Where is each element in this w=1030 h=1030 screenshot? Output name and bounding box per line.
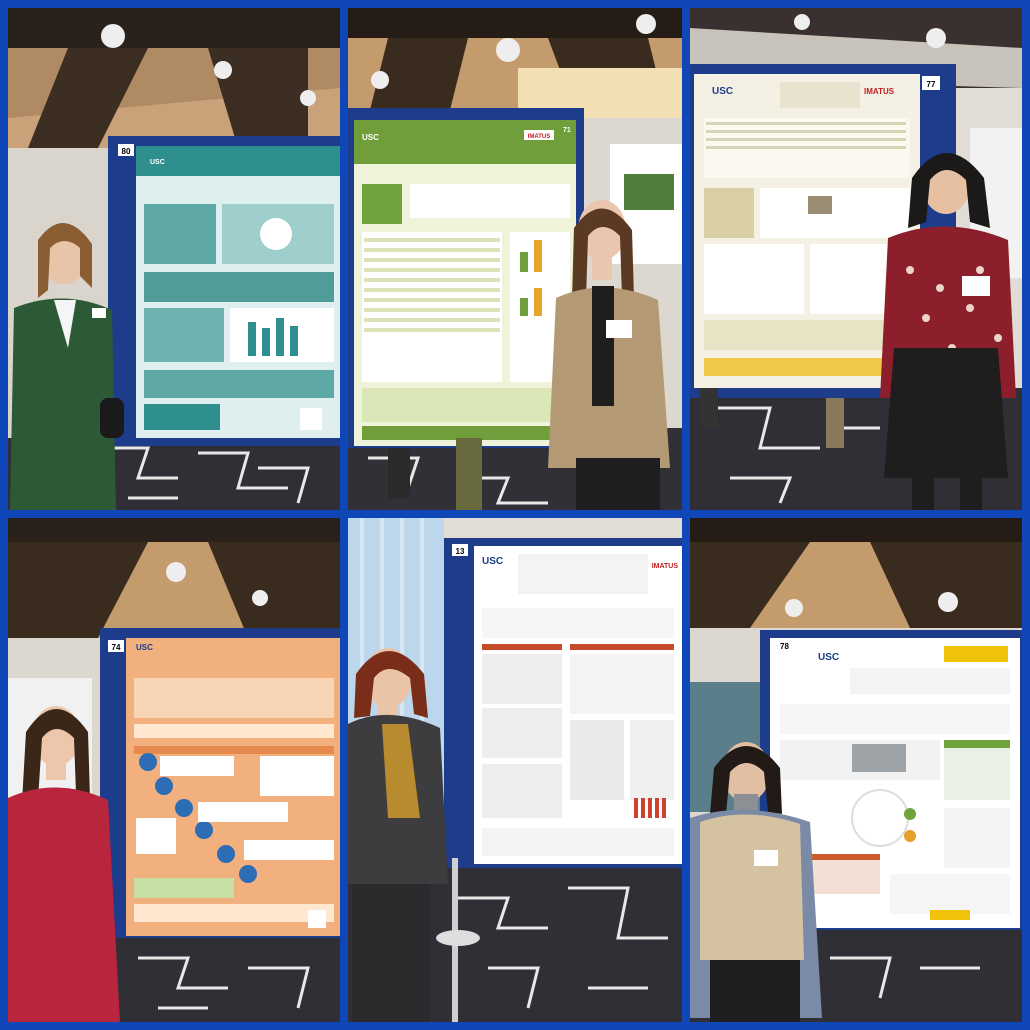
photo-panel-poster-13: 13 USC IMATUS: [348, 518, 682, 1022]
ceiling-light: [101, 24, 125, 48]
partner-logo: IMATUS: [652, 563, 679, 570]
poster-number: 78: [780, 642, 789, 651]
poster-number: 13: [456, 547, 465, 556]
presenter-jacket: [10, 298, 116, 510]
poster-number: 71: [563, 127, 571, 134]
presenter-vest: [700, 814, 804, 960]
poster-logo: USC: [818, 652, 839, 663]
presenter-dress: [8, 787, 120, 1022]
partner-logo: IMATUS: [528, 134, 551, 140]
photo-panel-poster-71: USC 71 IMATUS: [348, 8, 682, 510]
poster-number: 74: [112, 643, 121, 652]
photo-panel-poster-80: 80 USC: [8, 8, 340, 510]
photo-poster-71-scene: USC 71 IMATUS: [348, 8, 682, 510]
poster-logo: USC: [712, 86, 733, 97]
photo-panel-poster-77: USC 77 IMATUS: [690, 8, 1022, 510]
poster-logo: USC: [482, 556, 503, 567]
photo-poster-74-scene: 74 USC: [8, 518, 340, 1022]
poster-number: 77: [927, 80, 936, 89]
photo-poster-78-scene: 78 USC: [690, 518, 1022, 1022]
poster-logo: USC: [150, 159, 165, 166]
partner-logo: IMATUS: [864, 87, 895, 96]
photo-poster-13-scene: 13 USC IMATUS: [348, 518, 682, 1022]
poster-number: 80: [122, 147, 131, 156]
poster-logo: USC: [362, 133, 379, 142]
poster-logo: USC: [136, 643, 153, 652]
photo-poster-80-scene: 80 USC: [8, 8, 340, 510]
photo-poster-77-scene: USC 77 IMATUS: [690, 8, 1022, 510]
photo-panel-poster-78: 78 USC: [690, 518, 1022, 1022]
photo-panel-poster-74: 74 USC: [8, 518, 340, 1022]
